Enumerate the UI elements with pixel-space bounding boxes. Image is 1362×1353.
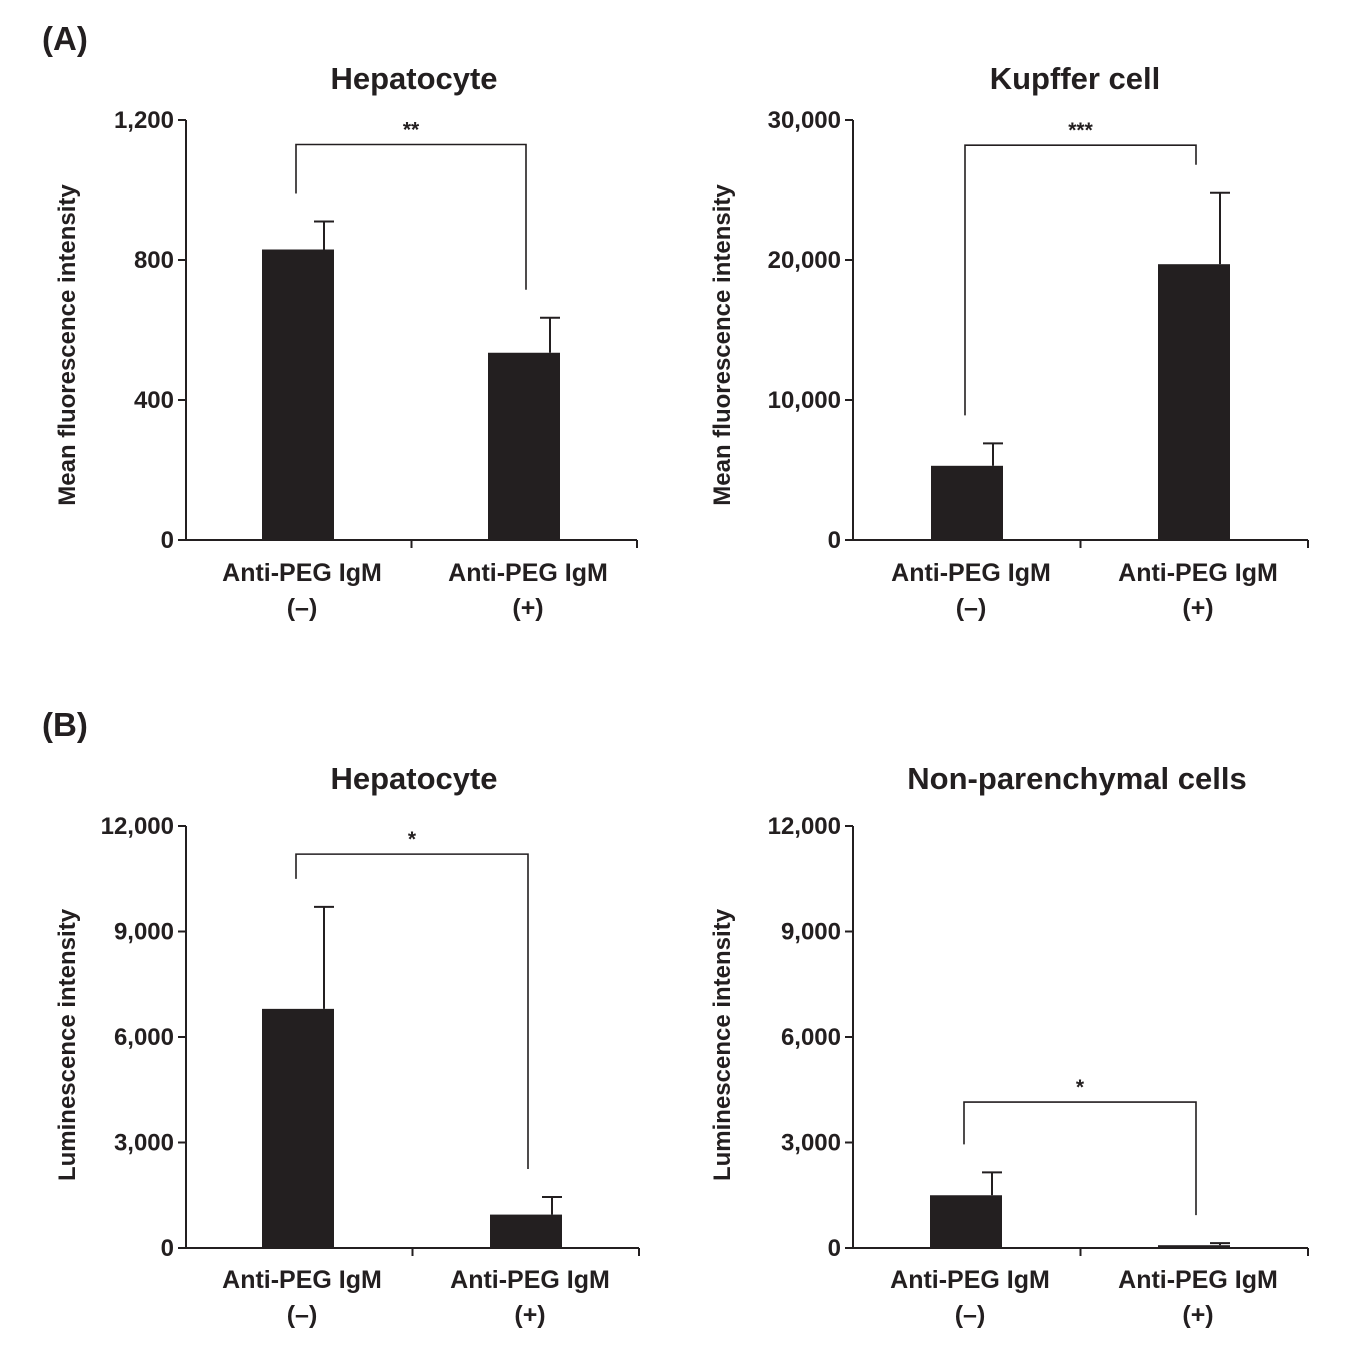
bar [930,1195,1002,1248]
panel-label-a: (A) [42,20,88,57]
y-tick-label: 3,000 [114,1130,174,1157]
x-category-label: Anti-PEG IgM [891,559,1051,587]
y-tick-label: 20,000 [768,247,841,274]
chart-title: Hepatocyte [330,61,497,96]
significance-bracket [295,143,527,290]
y-tick-label: 0 [828,527,841,554]
chart-b-hepatocyte: Hepatocyte Luminescence intensity 0 3,000… [54,761,640,1329]
x-category-label: Anti-PEG IgM [1118,559,1278,587]
x-category-label: (+) [1182,1301,1213,1329]
bar [1158,1245,1230,1248]
y-tick-label: 400 [134,387,174,414]
bar [488,352,560,540]
y-tick-label: 0 [161,1235,174,1262]
x-category-label: Anti-PEG IgM [1118,1266,1278,1294]
y-tick-label: 30,000 [768,107,841,134]
significance-label: *** [1068,119,1093,142]
chart-b-non-parenchymal-cells: Non-parenchymal cells Luminescence inten… [709,761,1309,1329]
y-tick-label: 0 [828,1235,841,1262]
y-tick-label: 12,000 [768,813,841,840]
y-axis-title: Luminescence intensity [709,908,736,1181]
y-tick-label: 1,200 [114,107,174,134]
x-category-label: (+) [1182,594,1213,622]
y-tick-label: 9,000 [781,919,841,946]
x-category-label: (+) [514,1301,545,1329]
x-category-label: (–) [287,594,318,622]
chart-title: Kupffer cell [990,61,1161,96]
x-category-label: (–) [287,1301,318,1329]
y-axis-title: Mean fluorescence intensity [709,184,736,506]
y-axis-title: Mean fluorescence intensity [54,184,81,506]
y-tick-label: 800 [134,247,174,274]
y-tick-label: 6,000 [781,1024,841,1051]
significance-label: ** [403,119,420,142]
y-tick-label: 10,000 [768,387,841,414]
significance-bracket [295,853,529,1170]
chart-title: Non-parenchymal cells [907,761,1246,796]
x-category-label: Anti-PEG IgM [222,1266,382,1294]
significance-bracket [964,144,1197,416]
panel-label-b: (B) [42,706,88,743]
chart-a-kupffer-cell: Kupffer cell Mean fluorescence intensity… [709,61,1309,622]
x-category-label: Anti-PEG IgM [222,559,382,587]
bar [931,465,1003,540]
x-category-label: (–) [955,1301,986,1329]
x-category-label: Anti-PEG IgM [890,1266,1050,1294]
x-category-label: Anti-PEG IgM [450,1266,610,1294]
y-tick-label: 0 [161,527,174,554]
chart-title: Hepatocyte [330,761,497,796]
significance-bracket [963,1101,1197,1216]
significance-label: * [408,828,417,851]
x-category-label: (+) [512,594,543,622]
y-tick-label: 6,000 [114,1024,174,1051]
y-axis-title: Luminescence intensity [54,908,81,1181]
y-tick-label: 3,000 [781,1130,841,1157]
x-category-label: (–) [956,594,987,622]
x-category-label: Anti-PEG IgM [448,559,608,587]
y-tick-label: 12,000 [101,813,174,840]
bar [1158,264,1230,540]
bar [262,249,334,540]
chart-a-hepatocyte: Hepatocyte Mean fluorescence intensity 0… [54,61,638,622]
y-tick-label: 9,000 [114,919,174,946]
bar [490,1214,562,1248]
bar [262,1008,334,1248]
significance-label: * [1076,1076,1085,1099]
